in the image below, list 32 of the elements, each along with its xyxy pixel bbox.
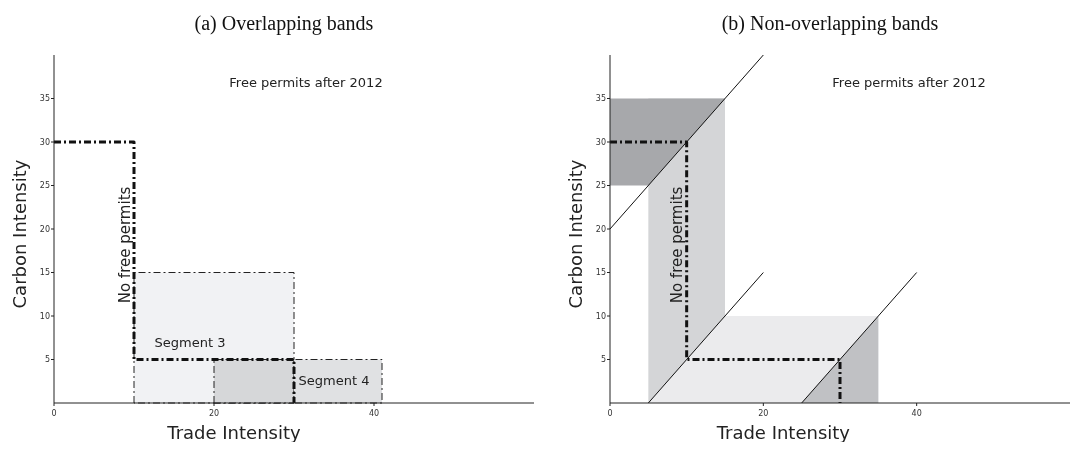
- y-axis-title: Carbon Intensity: [565, 159, 586, 309]
- y-tick-label: 5: [600, 355, 606, 364]
- annotation: No free permits: [667, 186, 686, 304]
- x-axis-title: Trade Intensity: [166, 422, 302, 443]
- y-tick-label: 10: [39, 311, 50, 321]
- y-tick-label: 15: [39, 268, 50, 277]
- y-tick-label: 15: [595, 268, 606, 277]
- x-axis-title: Trade Intensity: [715, 422, 851, 443]
- y-tick-label: 20: [595, 224, 606, 234]
- y-tick-label: 30: [39, 137, 50, 147]
- x-tick-label: 40: [911, 409, 922, 418]
- annotation: Segment 4: [298, 372, 370, 388]
- annotation: Segment 3: [154, 334, 226, 350]
- y-tick-label: 25: [39, 181, 50, 190]
- y-axis-title: Carbon Intensity: [9, 159, 30, 309]
- y-tick-label: 10: [595, 311, 606, 321]
- y-tick-label: 20: [39, 224, 50, 234]
- x-tick-label: 0: [607, 409, 613, 418]
- chart-title: (a) Overlapping bands: [194, 12, 374, 35]
- annotation: Free permits after 2012: [229, 74, 383, 90]
- y-tick-label: 25: [595, 181, 606, 190]
- x-tick-label: 0: [51, 409, 57, 418]
- annotation: No free permits: [115, 186, 134, 304]
- x-tick-label: 20: [758, 409, 769, 418]
- x-tick-label: 40: [368, 409, 380, 418]
- y-tick-label: 5: [44, 355, 50, 364]
- y-tick-label: 35: [39, 94, 50, 103]
- x-tick-label: 20: [208, 409, 220, 418]
- y-tick-label: 35: [595, 94, 606, 103]
- chart-title: (b) Non-overlapping bands: [721, 12, 939, 35]
- y-tick-label: 30: [595, 137, 606, 147]
- annotation: Free permits after 2012: [832, 74, 986, 90]
